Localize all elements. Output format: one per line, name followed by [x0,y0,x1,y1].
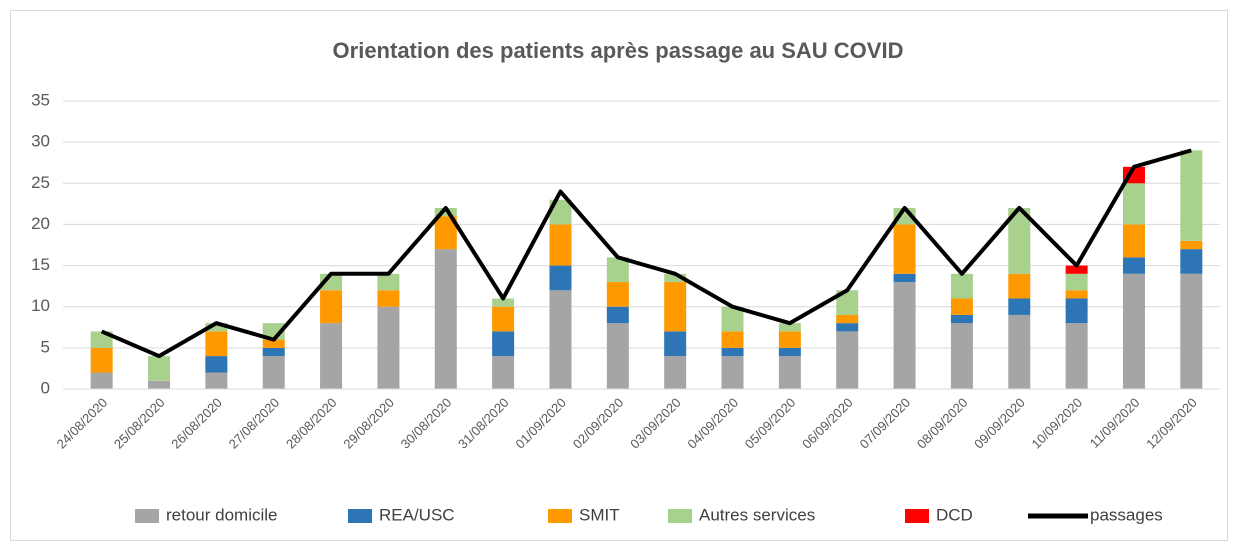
bar-segment [377,306,400,389]
bar-segment [1180,240,1203,250]
bar-segment [606,323,629,389]
legend-label: passages [1090,505,1163,524]
bar-segment [90,372,113,389]
bar-segment [320,290,343,324]
bar-segment [1065,323,1088,389]
bar-segment [1008,207,1031,274]
legend-swatch [548,509,572,523]
bar-segment [1065,298,1088,324]
bar-segment [664,282,687,332]
y-tick-label: 10 [31,296,50,315]
bar-segment [893,282,916,389]
bar-segment [492,298,515,307]
bar-segment [1122,183,1145,225]
bar-segment [1180,273,1203,389]
bar-segment [606,282,629,307]
bar-segment [492,356,515,389]
legend-label: SMIT [579,505,620,524]
legend-swatch [668,509,692,523]
bar-segment [836,331,859,389]
bar-segment [836,314,859,324]
bar-segment [148,380,171,389]
bar-segment [1122,257,1145,274]
bar-segment [492,306,515,332]
bar-segment [778,331,801,348]
bar-segment [950,298,973,315]
y-tick-label: 5 [41,337,50,356]
bar-segment [606,306,629,324]
bar-segment [549,290,572,389]
y-tick-label: 35 [31,90,50,109]
bar-segment [492,331,515,357]
bar-segment [1065,265,1088,274]
bar-segment [262,356,285,389]
bar-segment [836,323,859,332]
y-tick-label: 0 [41,378,50,397]
bar-segment [148,356,171,381]
bar-segment [950,273,973,299]
bar-segment [1180,249,1203,274]
bar-segment [893,273,916,283]
bar-segment [377,273,400,291]
bar-segment [549,224,572,266]
bar-segment [664,273,687,283]
bar-segment [1122,273,1145,389]
bar-segment [893,224,916,274]
bar-segment [1008,298,1031,315]
legend-swatch [135,509,159,523]
y-tick-label: 20 [31,214,50,233]
bar-segment [1065,290,1088,299]
bar-segment [1008,314,1031,389]
legend-label: REA/USC [379,505,455,524]
y-tick-label: 30 [31,132,50,151]
chart-title: Orientation des patients après passage a… [333,38,904,63]
bar-segment [778,356,801,389]
bar-segment [205,356,228,373]
bar-segment [205,372,228,389]
y-tick-label: 25 [31,173,50,192]
bar-segment [664,356,687,389]
bar-segment [721,306,744,332]
legend-label: retour domicile [166,505,278,524]
bar-segment [434,216,457,250]
legend-swatch [905,509,929,523]
bar-segment [950,323,973,389]
bar-segment [606,257,629,283]
legend-label: Autres services [699,505,815,524]
bar-segment [205,323,228,332]
bar-segment [950,314,973,324]
bar-segment [721,347,744,357]
bar-segment [778,347,801,357]
bar-segment [664,331,687,357]
bar-segment [320,323,343,389]
legend-label: DCD [936,505,973,524]
bar-segment [434,207,457,217]
bar-segment [1065,273,1088,291]
bar-segment [377,290,400,307]
bar-segment [1008,273,1031,299]
bar-segment [778,323,801,332]
bar-segment [434,249,457,389]
bar-segment [549,265,572,291]
bar-segment [721,331,744,348]
bar-segment [836,290,859,315]
bar-segment [205,331,228,357]
bar-segment [1122,224,1145,258]
bar-segment [721,356,744,389]
bar-segment [262,339,285,348]
legend-swatch [348,509,372,523]
y-tick-label: 15 [31,255,50,274]
bar-segment [1180,150,1203,241]
bar-segment [262,347,285,357]
line [100,148,1192,359]
bar-segment [90,347,113,373]
